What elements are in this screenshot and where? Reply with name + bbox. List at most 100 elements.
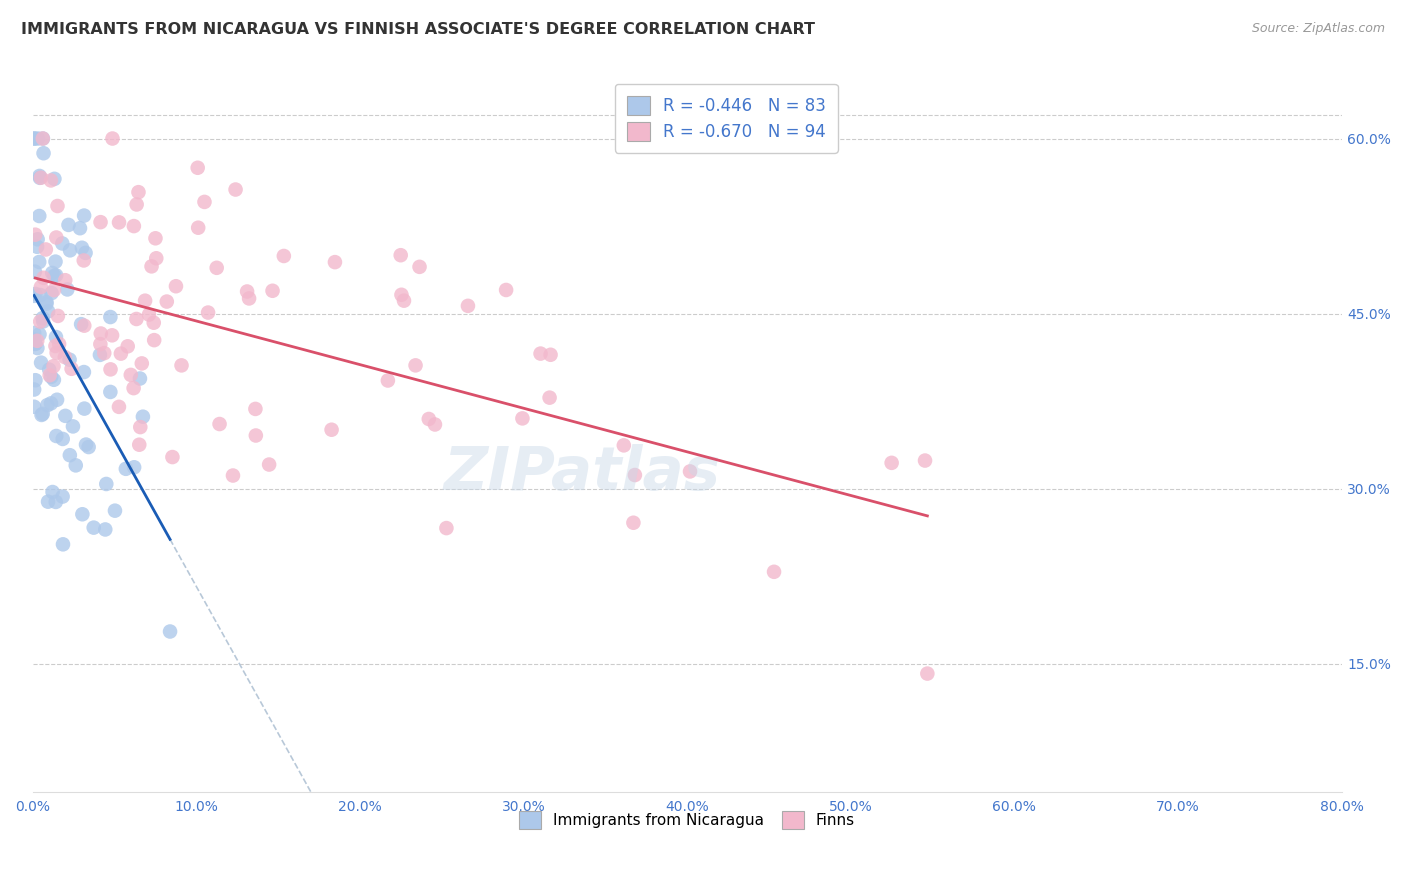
Point [45, 345, 67, 359]
Point [73, 401, 96, 416]
Point [73, 253, 96, 268]
Point [83, 521, 105, 535]
Point [159, 624, 181, 639]
Point [323, 255, 346, 269]
Point [96, 477, 118, 491]
Point [321, 423, 343, 437]
Point [31, 311, 53, 326]
Point [45, 330, 67, 344]
Point [132, 409, 155, 424]
Point [42, 373, 65, 387]
Text: IMMIGRANTS FROM NICARAGUA VS FINNISH ASSOCIATE'S DEGREE CORRELATION CHART: IMMIGRANTS FROM NICARAGUA VS FINNISH ASS… [21, 22, 815, 37]
Point [30, 280, 52, 294]
Point [222, 468, 245, 483]
Point [32, 314, 55, 328]
Point [70, 241, 93, 255]
Point [75, 437, 97, 451]
Point [100, 310, 122, 324]
Point [205, 260, 228, 275]
Point [44, 254, 66, 268]
Point [41, 286, 63, 301]
Point [245, 401, 267, 416]
Point [52, 490, 75, 504]
Point [32, 146, 55, 161]
Point [98, 384, 121, 399]
Point [53, 350, 76, 364]
Point [94, 523, 117, 537]
Point [44, 268, 66, 283]
Point [45, 230, 67, 244]
Point [51, 236, 73, 251]
Point [32, 131, 55, 145]
Point [48, 337, 70, 351]
Text: Source: ZipAtlas.com: Source: ZipAtlas.com [1251, 22, 1385, 36]
Point [115, 462, 138, 476]
Point [28, 209, 51, 223]
Point [131, 356, 153, 370]
Point [46, 309, 69, 323]
Point [512, 411, 534, 425]
Point [44, 339, 66, 353]
Point [917, 666, 939, 681]
Point [39, 173, 62, 187]
Point [22, 400, 45, 414]
Point [44, 171, 66, 186]
Point [613, 438, 636, 452]
Point [108, 215, 131, 229]
Point [245, 428, 267, 442]
Point [35, 243, 58, 257]
Point [129, 420, 152, 434]
Point [45, 429, 67, 443]
Point [24, 337, 46, 351]
Point [257, 458, 280, 472]
Point [35, 295, 58, 310]
Point [624, 468, 647, 483]
Point [408, 260, 430, 274]
Point [73, 365, 96, 379]
Point [37, 494, 59, 508]
Point [42, 283, 65, 297]
Point [100, 362, 122, 376]
Point [75, 246, 97, 260]
Point [28, 170, 51, 185]
Point [89, 348, 111, 362]
Point [52, 432, 75, 446]
Point [110, 346, 132, 360]
Point [41, 485, 63, 500]
Point [37, 398, 59, 412]
Point [30, 288, 52, 302]
Text: ZIPatlas: ZIPatlas [444, 444, 721, 503]
Point [138, 308, 160, 322]
Point [24, 287, 46, 301]
Point [69, 221, 91, 235]
Point [93, 346, 115, 360]
Point [22, 326, 45, 340]
Point [27, 131, 49, 145]
Point [101, 328, 124, 343]
Point [122, 381, 145, 395]
Point [125, 197, 148, 211]
Point [89, 337, 111, 351]
Point [24, 265, 46, 279]
Point [73, 209, 96, 223]
Point [880, 456, 903, 470]
Point [39, 396, 62, 410]
Point [27, 232, 49, 246]
Point [392, 293, 415, 308]
Point [120, 368, 142, 382]
Point [38, 368, 60, 383]
Point [30, 356, 52, 370]
Point [134, 293, 156, 308]
Point [391, 287, 413, 301]
Point [436, 521, 458, 535]
Point [45, 268, 67, 283]
Point [58, 352, 80, 367]
Point [25, 334, 48, 348]
Point [39, 369, 62, 384]
Point [122, 460, 145, 475]
Point [170, 359, 193, 373]
Point [73, 318, 96, 333]
Point [52, 537, 75, 551]
Point [24, 336, 46, 351]
Point [58, 218, 80, 232]
